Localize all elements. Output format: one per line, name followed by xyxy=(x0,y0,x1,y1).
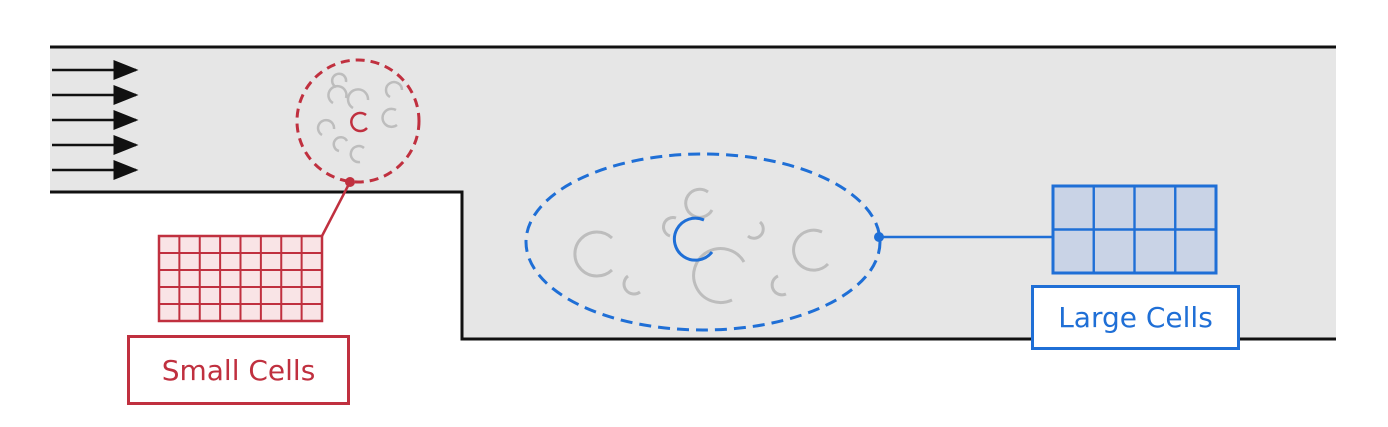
large-region-dashed-ellipse xyxy=(524,152,882,332)
small-center-cell xyxy=(350,111,368,133)
large-region-particles xyxy=(573,187,830,304)
small-region-zoom xyxy=(295,58,421,184)
channel-bottom-wall-step xyxy=(50,190,1336,341)
large-center-cell xyxy=(672,216,714,262)
small-connector-line xyxy=(320,181,352,237)
channel-fluid-region xyxy=(50,47,1336,339)
small-region-particles xyxy=(316,72,404,164)
small-region-dashed-circle xyxy=(295,58,421,184)
large-cells-grid xyxy=(1051,184,1218,275)
large-cells-label: Large Cells xyxy=(1031,285,1240,350)
small-cells-label: Small Cells xyxy=(127,335,350,405)
small-cells-grid xyxy=(157,234,324,323)
small-connector-dot xyxy=(345,177,355,187)
large-connector-dot xyxy=(874,232,884,242)
large-region-zoom xyxy=(524,152,882,332)
inflow-arrows xyxy=(52,60,139,180)
